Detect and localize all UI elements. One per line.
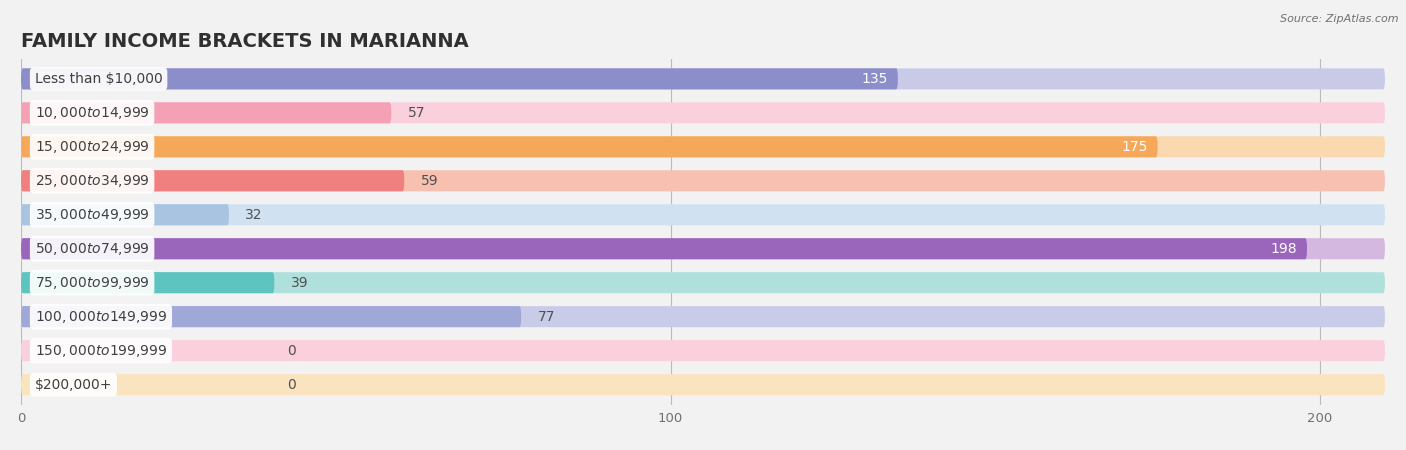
Text: $15,000 to $24,999: $15,000 to $24,999 — [35, 139, 149, 155]
Text: $35,000 to $49,999: $35,000 to $49,999 — [35, 207, 149, 223]
FancyBboxPatch shape — [21, 136, 1385, 158]
Text: 198: 198 — [1271, 242, 1298, 256]
FancyBboxPatch shape — [21, 102, 391, 123]
FancyBboxPatch shape — [21, 170, 1385, 191]
FancyBboxPatch shape — [21, 204, 1385, 225]
FancyBboxPatch shape — [21, 204, 229, 225]
Text: FAMILY INCOME BRACKETS IN MARIANNA: FAMILY INCOME BRACKETS IN MARIANNA — [21, 32, 468, 51]
FancyBboxPatch shape — [21, 102, 1385, 123]
Text: $150,000 to $199,999: $150,000 to $199,999 — [35, 342, 167, 359]
Text: $10,000 to $14,999: $10,000 to $14,999 — [35, 105, 149, 121]
Text: Less than $10,000: Less than $10,000 — [35, 72, 163, 86]
Text: 135: 135 — [862, 72, 889, 86]
Text: $25,000 to $34,999: $25,000 to $34,999 — [35, 173, 149, 189]
Text: 39: 39 — [291, 276, 308, 290]
FancyBboxPatch shape — [21, 272, 274, 293]
FancyBboxPatch shape — [21, 238, 1385, 259]
Text: 32: 32 — [245, 208, 263, 222]
Text: 0: 0 — [287, 378, 295, 392]
Text: 77: 77 — [537, 310, 555, 324]
Text: $100,000 to $149,999: $100,000 to $149,999 — [35, 309, 167, 325]
Text: Source: ZipAtlas.com: Source: ZipAtlas.com — [1281, 14, 1399, 23]
FancyBboxPatch shape — [21, 374, 1385, 395]
Text: 0: 0 — [287, 344, 295, 358]
FancyBboxPatch shape — [21, 272, 1385, 293]
FancyBboxPatch shape — [21, 136, 1157, 158]
FancyBboxPatch shape — [21, 306, 522, 327]
Text: $50,000 to $74,999: $50,000 to $74,999 — [35, 241, 149, 257]
FancyBboxPatch shape — [21, 306, 1385, 327]
Text: $200,000+: $200,000+ — [35, 378, 112, 392]
Text: 57: 57 — [408, 106, 425, 120]
FancyBboxPatch shape — [21, 68, 898, 90]
Text: $75,000 to $99,999: $75,000 to $99,999 — [35, 274, 149, 291]
FancyBboxPatch shape — [21, 340, 1385, 361]
FancyBboxPatch shape — [21, 68, 1385, 90]
FancyBboxPatch shape — [21, 238, 1308, 259]
Text: 175: 175 — [1122, 140, 1147, 154]
FancyBboxPatch shape — [21, 170, 405, 191]
Text: 59: 59 — [420, 174, 439, 188]
